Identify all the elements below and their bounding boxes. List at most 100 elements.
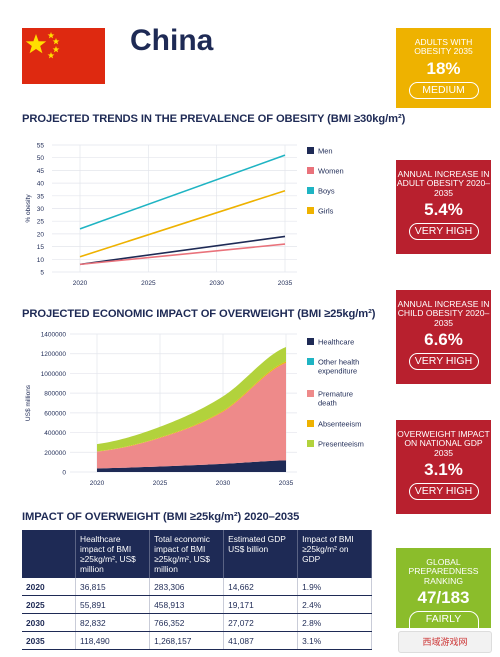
table-cell: 2.4%	[297, 595, 372, 614]
impact-table: Healthcare impact of BMI ≥25kg/m², US$ m…	[22, 530, 372, 650]
table-cell: 1,268,157	[149, 631, 225, 650]
economic-impact-chart: 0 200000 400000 600000 800000 1000000 1200000 1…	[25, 332, 364, 488]
series-line-boys	[79, 154, 286, 230]
y-tick-label: 45	[37, 168, 45, 175]
economic-chart-title: PROJECTED ECONOMIC IMPACT OF OVERWEIGHT …	[22, 308, 376, 320]
y-tick-label: 5	[40, 270, 44, 277]
watermark-badge: 西域游戏网	[398, 631, 492, 653]
y-tick-label: 10	[37, 257, 45, 264]
table-header-cell	[22, 530, 77, 578]
x-tick-label: 2020	[90, 480, 105, 487]
y-tick-label: 1400000	[41, 332, 67, 339]
table-header-row: Healthcare impact of BMI ≥25kg/m², US$ m…	[22, 530, 372, 578]
table-header-cell: Estimated GDP US$ billion	[223, 530, 299, 578]
card-rating: MEDIUM	[408, 81, 479, 99]
legend-swatch	[307, 207, 314, 214]
table-cell: 55,891	[75, 595, 151, 614]
card-title: ANNUAL INCREASE IN CHILD OBESITY 2020–20…	[397, 299, 490, 328]
table-row: 2020 36,815 283,306 14,662 1.9%	[22, 578, 372, 596]
y-tick-label: 1000000	[41, 371, 67, 378]
card-rating: VERY HIGH	[408, 483, 479, 501]
y-tick-label: 800000	[44, 391, 66, 398]
card-adult-obesity-increase: ANNUAL INCREASE IN ADULT OBESITY 2020–20…	[396, 160, 491, 254]
country-name: China	[130, 24, 214, 57]
table-header-cell: Impact of BMI ≥25kg/m² on GDP	[297, 530, 372, 578]
legend-swatch	[307, 420, 314, 427]
table-cell: 1.9%	[297, 578, 372, 596]
legend-label: Boys	[318, 187, 335, 196]
y-axis-label: US$ millions	[25, 384, 32, 421]
table-cell-year: 2025	[22, 595, 77, 614]
x-tick-label: 2030	[216, 480, 231, 487]
legend-label: Girls	[318, 207, 334, 216]
legend-swatch	[307, 440, 314, 447]
table-cell: 458,913	[149, 595, 225, 614]
legend-label: Presenteeism	[318, 440, 364, 449]
area-premature-death	[97, 362, 286, 469]
card-adults-obesity: ADULTS WITH OBESITY 2035 18% MEDIUM	[396, 28, 491, 108]
table-cell-year: 2030	[22, 613, 77, 632]
table-cell-year: 2035	[22, 631, 77, 650]
table-row: 2035 118,490 1,268,157 41,087 3.1%	[22, 631, 372, 650]
card-value: 18%	[426, 58, 461, 78]
y-tick-label: 55	[37, 143, 45, 150]
legend-label: Absenteeism	[318, 420, 361, 429]
y-tick-label: 0	[62, 470, 66, 477]
card-value: 47/183	[417, 588, 470, 608]
table-cell: 19,171	[223, 595, 299, 614]
table-row: 2030 82,832 766,352 27,072 2.8%	[22, 613, 372, 632]
y-tick-label: 50	[37, 155, 45, 162]
table-cell: 14,662	[223, 578, 299, 596]
area-presenteeism	[97, 346, 286, 452]
card-title: ANNUAL INCREASE IN ADULT OBESITY 2020–20…	[396, 169, 491, 198]
card-child-obesity-increase: ANNUAL INCREASE IN CHILD OBESITY 2020–20…	[396, 290, 491, 384]
series-line-women	[79, 243, 286, 266]
obesity-chart-title: PROJECTED TRENDS IN THE PREVALENCE OF OB…	[22, 113, 406, 125]
table-cell: 283,306	[149, 578, 225, 596]
legend-swatch	[307, 167, 314, 174]
table-row: 2025 55,891 458,913 19,171 2.4%	[22, 595, 372, 614]
legend-swatch	[307, 390, 314, 397]
legend-label: Other health expenditure	[318, 358, 359, 376]
table-header-cell: Healthcare impact of BMI ≥25kg/m², US$ m…	[75, 530, 151, 578]
card-gdp-impact: OVERWEIGHT IMPACT ON NATIONAL GDP 2035 3…	[396, 420, 491, 514]
card-value: 6.6%	[424, 330, 463, 350]
x-tick-label: 2030	[209, 280, 224, 287]
legend-label: Premature death	[318, 390, 353, 408]
table-cell: 118,490	[75, 631, 151, 650]
y-axis-label: % obesity	[25, 194, 32, 223]
y-tick-label: 600000	[44, 410, 66, 417]
y-tick-label: 25	[37, 219, 45, 226]
x-tick-label: 2020	[73, 280, 88, 287]
y-tick-label: 200000	[44, 450, 66, 457]
x-tick-label: 2025	[153, 480, 168, 487]
card-title: ADULTS WITH OBESITY 2035	[414, 37, 473, 57]
table-cell-year: 2020	[22, 578, 77, 596]
card-preparedness-ranking: GLOBAL PREPAREDNESS RANKING 47/183 FAIRL…	[396, 548, 491, 644]
x-tick-label: 2025	[141, 280, 156, 287]
area-healthcare	[97, 460, 286, 472]
card-title: GLOBAL PREPAREDNESS RANKING	[408, 557, 479, 586]
table-cell: 3.1%	[297, 631, 372, 650]
table-cell: 41,087	[223, 631, 299, 650]
table-cell: 36,815	[75, 578, 151, 596]
table-cell: 27,072	[223, 613, 299, 632]
legend-swatch	[307, 338, 314, 345]
y-tick-label: 30	[37, 206, 45, 213]
impact-table-title: IMPACT OF OVERWEIGHT (BMI ≥25kg/m²) 2020…	[22, 511, 300, 523]
card-value: 3.1%	[424, 460, 463, 480]
legend-swatch	[307, 187, 314, 194]
table-cell: 766,352	[149, 613, 225, 632]
x-tick-label: 2035	[279, 480, 294, 487]
card-title: OVERWEIGHT IMPACT ON NATIONAL GDP 2035	[397, 429, 490, 458]
legend-label: Men	[318, 147, 333, 156]
table-cell: 2.8%	[297, 613, 372, 632]
y-tick-label: 20	[37, 231, 45, 238]
table-header-cell: Total economic impact of BMI ≥25kg/m², U…	[149, 530, 225, 578]
card-rating: VERY HIGH	[408, 353, 479, 371]
china-flag	[22, 28, 105, 84]
legend-label: Healthcare	[318, 338, 354, 347]
legend-swatch	[307, 147, 314, 154]
card-rating: VERY HIGH	[408, 223, 479, 241]
